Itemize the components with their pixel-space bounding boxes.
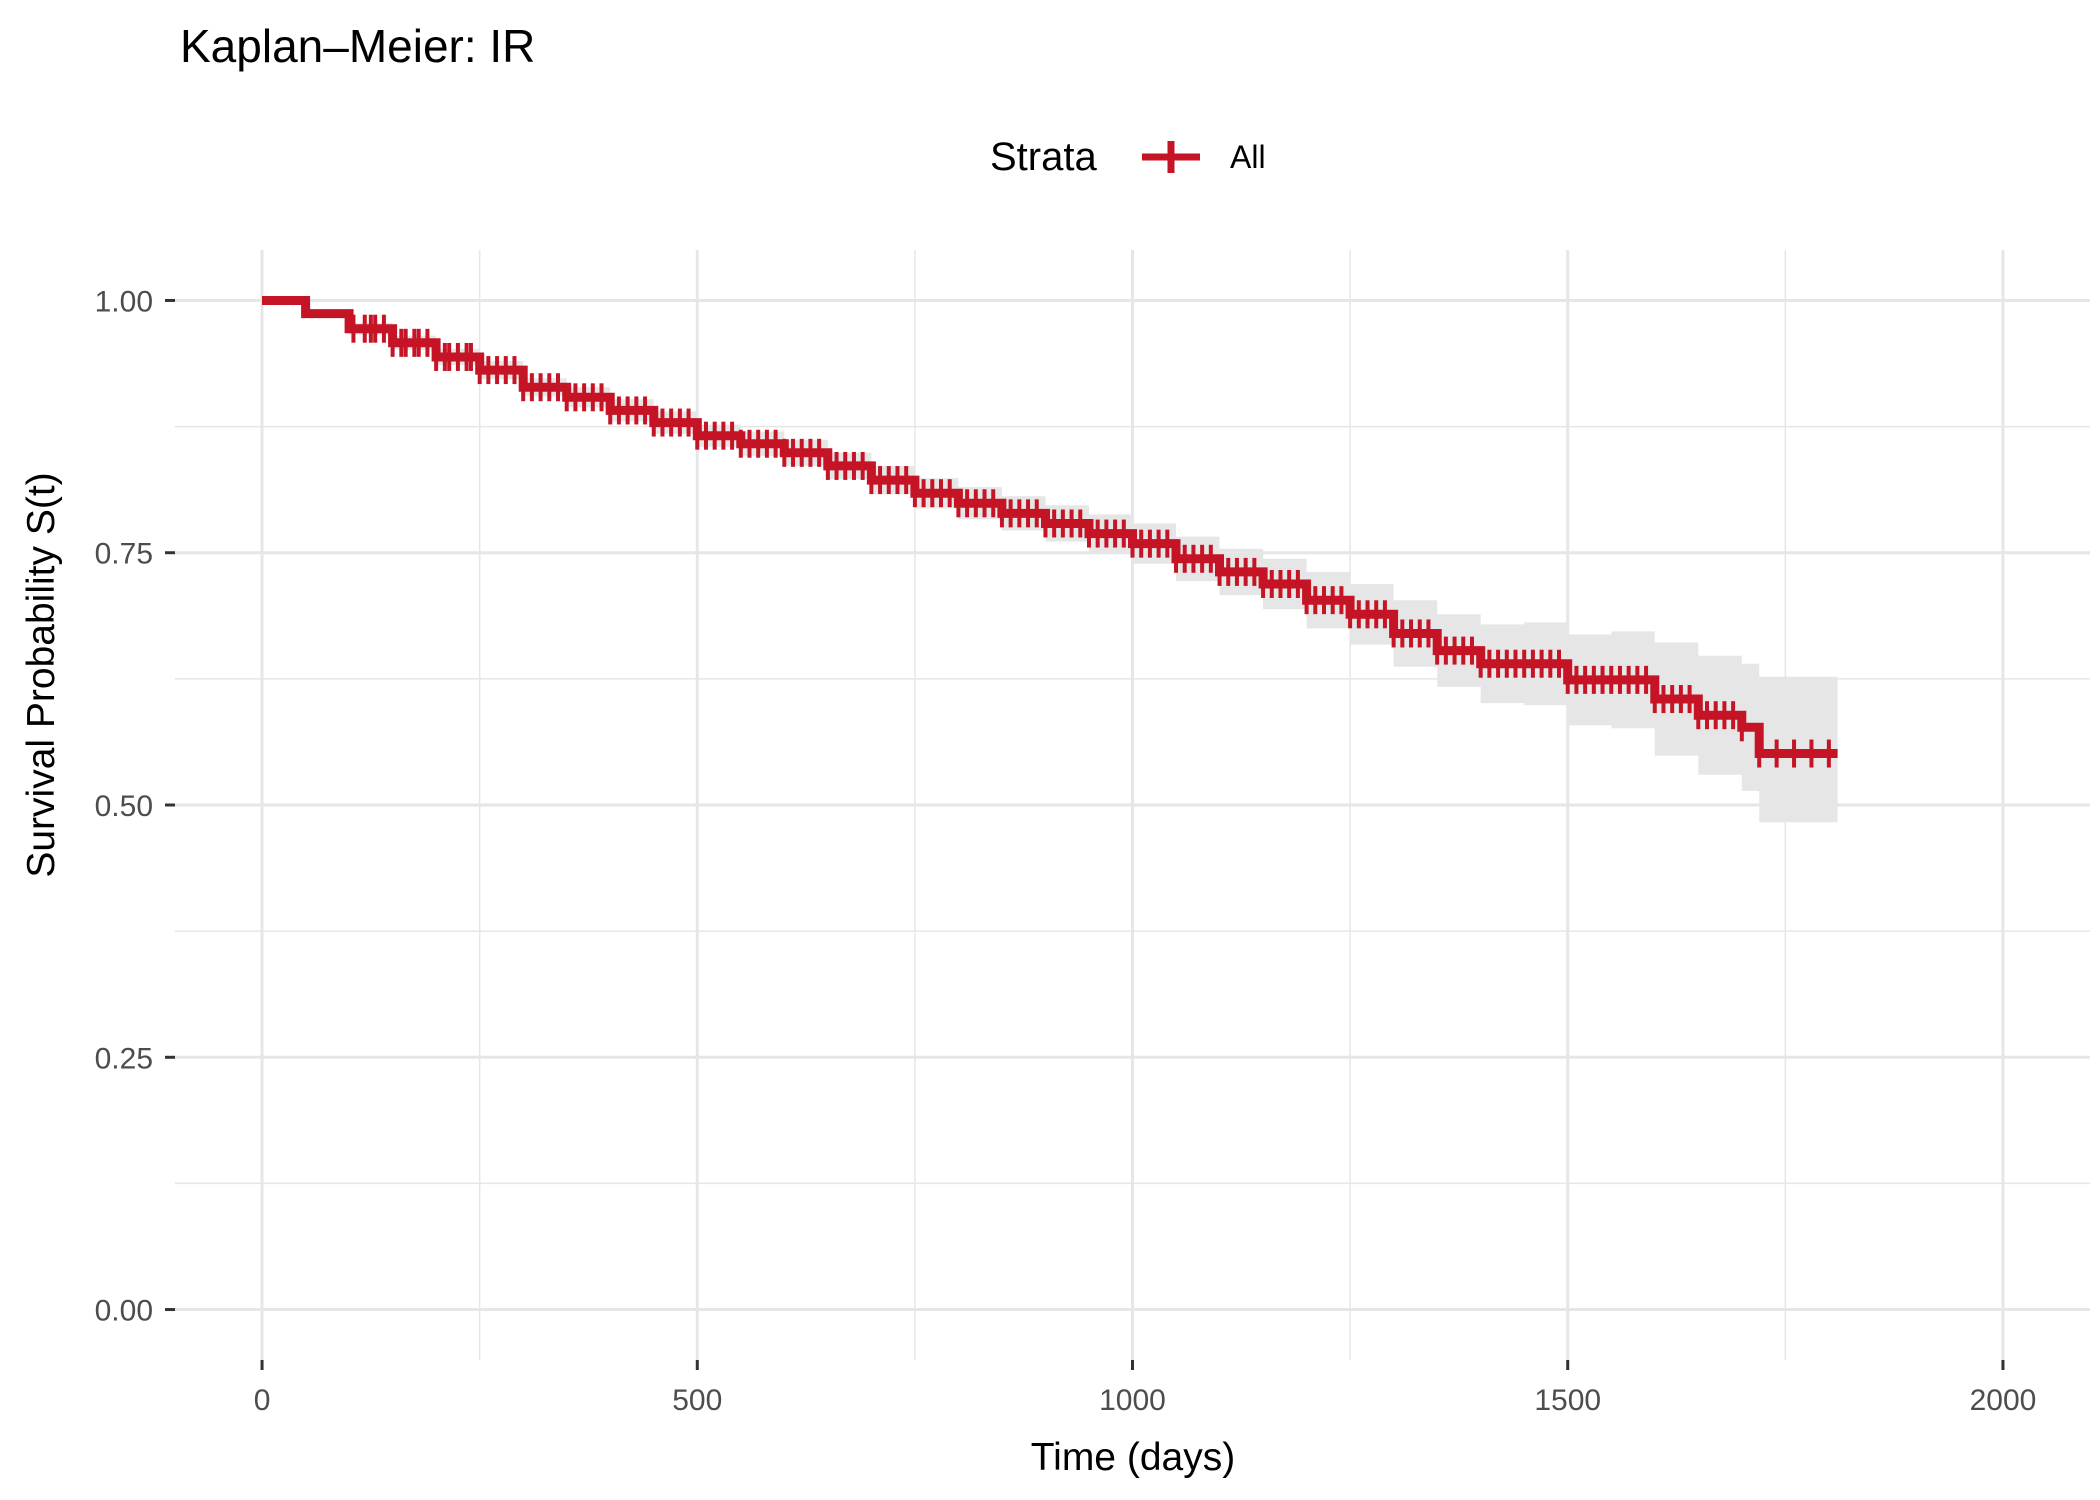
y-tick-label: 0.75 [95, 538, 153, 571]
x-tick-label: 1500 [1534, 1384, 1601, 1417]
x-axis-title: Time (days) [1031, 1436, 1235, 1479]
x-tick-label: 500 [672, 1384, 722, 1417]
x-tick-label: 2000 [1970, 1384, 2037, 1417]
legend-title: Strata [990, 135, 1097, 179]
legend: Strata All [990, 135, 1266, 179]
x-tick-label: 0 [254, 1384, 271, 1417]
y-axis-title: Survival Probability S(t) [20, 472, 63, 877]
confidence-band [262, 300, 1838, 823]
y-tick-label: 1.00 [95, 285, 153, 318]
legend-label-all: All [1230, 139, 1266, 175]
confidence-band-area [262, 300, 1838, 823]
y-tick-label: 0.50 [95, 790, 153, 823]
censor-marks [351, 314, 1831, 768]
x-tick-label: 1000 [1099, 1384, 1166, 1417]
y-axis: 0.00 0.25 0.50 0.75 1.00 [95, 285, 175, 1328]
y-tick-label: 0.00 [95, 1295, 153, 1328]
chart-title: Kaplan–Meier: IR [180, 20, 535, 72]
y-tick-label: 0.25 [95, 1042, 153, 1075]
x-axis: 0 500 1000 1500 2000 [254, 1360, 2037, 1417]
